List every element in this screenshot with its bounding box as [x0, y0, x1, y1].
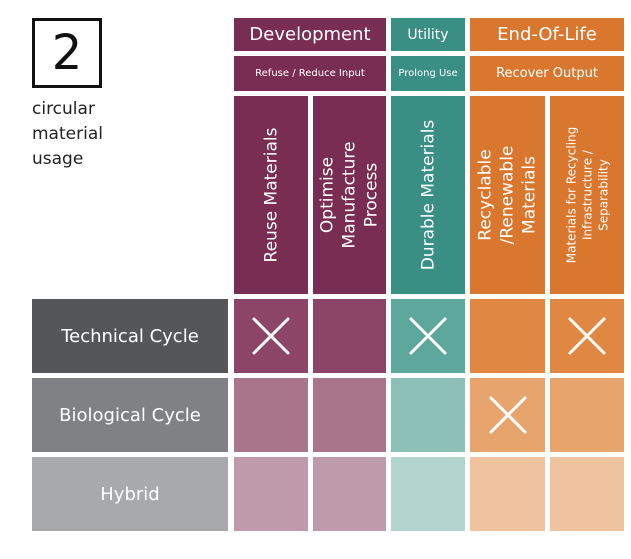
column-header-line: Materials	[519, 156, 540, 234]
matrix-cell	[313, 457, 386, 531]
diagram-caption: circular material usage	[32, 97, 202, 172]
caption-line: material	[32, 124, 103, 144]
column-header-line: /Renewable	[497, 145, 518, 245]
matrix-cell	[391, 457, 465, 531]
group-sublabel: Prolong Use	[398, 68, 458, 79]
matrix-cell	[313, 299, 386, 373]
cross-icon	[252, 317, 290, 355]
group-subheader-development: Refuse / Reduce Input	[234, 56, 386, 91]
column-header-durable-materials: Durable Materials	[391, 96, 465, 294]
matrix-cell	[470, 299, 545, 373]
group-sublabel: Refuse / Reduce Input	[255, 68, 365, 79]
matrix-cell	[550, 457, 624, 531]
matrix-cell	[391, 378, 465, 452]
matrix-cell	[550, 299, 624, 373]
column-header-recycling-infrastructure: Materials for Recycling Infrastructure /…	[550, 96, 624, 294]
group-header-end-of-life: End-Of-Life	[470, 18, 624, 51]
group-header-utility: Utility	[391, 18, 465, 51]
column-header-line: Materials for Recycling	[564, 126, 578, 264]
column-header-line: Reuse Materials	[261, 127, 282, 263]
row-label-hybrid: Hybrid	[32, 457, 228, 531]
column-header-line: Recyclable	[475, 149, 496, 241]
group-subheader-utility: Prolong Use	[391, 56, 465, 91]
row-label: Hybrid	[100, 483, 160, 505]
column-header-optimise-process: Optimise Manufacture Process	[313, 96, 386, 294]
group-label: End-Of-Life	[497, 24, 597, 45]
group-sublabel: Recover Output	[496, 66, 598, 81]
step-number: 2	[51, 25, 83, 81]
matrix-cell	[234, 457, 308, 531]
row-label-biological-cycle: Biological Cycle	[32, 378, 228, 452]
column-header-line: Infrastructure /	[580, 150, 594, 240]
cross-icon	[568, 317, 606, 355]
matrix-cell	[391, 299, 465, 373]
group-subheader-end-of-life: Recover Output	[470, 56, 624, 91]
matrix-cell	[470, 378, 545, 452]
column-header-recyclable-materials: Recyclable /Renewable Materials	[470, 96, 545, 294]
matrix-cell	[470, 457, 545, 531]
matrix-cell	[234, 378, 308, 452]
column-header-reuse-materials: Reuse Materials	[234, 96, 308, 294]
group-label: Development	[249, 24, 371, 45]
row-label: Technical Cycle	[61, 325, 199, 347]
column-header-line: Process	[361, 162, 382, 228]
matrix-cell	[550, 378, 624, 452]
cross-icon	[489, 396, 526, 434]
cross-icon	[409, 317, 447, 355]
column-header-line: Manufacture	[339, 141, 360, 249]
caption-line: circular	[32, 99, 95, 119]
caption-line: usage	[32, 149, 84, 169]
column-header-line: Separability	[596, 159, 610, 231]
group-label: Utility	[407, 26, 449, 43]
step-number-badge: 2	[32, 18, 102, 88]
group-header-development: Development	[234, 18, 386, 51]
column-header-line: Optimise	[317, 156, 338, 234]
row-label: Biological Cycle	[59, 404, 201, 426]
matrix-cell	[234, 299, 308, 373]
row-label-technical-cycle: Technical Cycle	[32, 299, 228, 373]
column-header-line: Durable Materials	[418, 119, 439, 271]
matrix-cell	[313, 378, 386, 452]
